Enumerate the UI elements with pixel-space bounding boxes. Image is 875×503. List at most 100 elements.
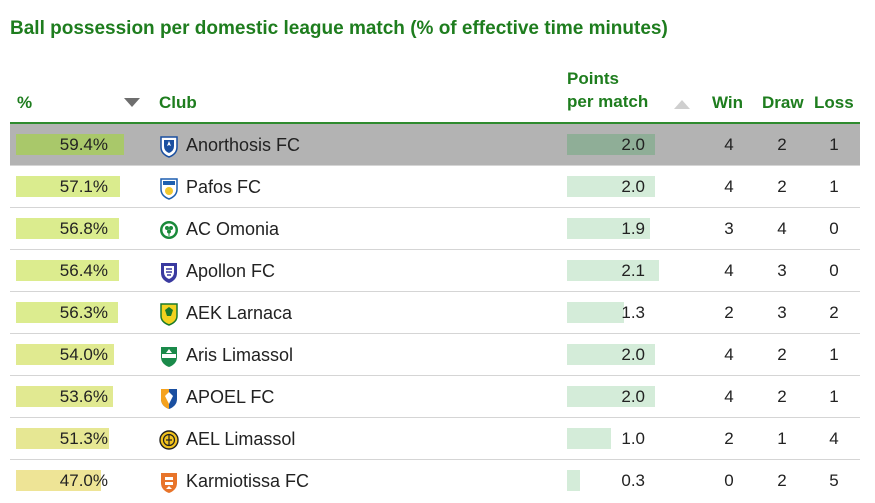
table-row[interactable]: 53.6% APOEL FC 2.0 4 2 1 [10, 376, 860, 418]
possession-value: 47.0% [59, 471, 108, 490]
column-header-club[interactable]: Club [159, 93, 197, 112]
club-name[interactable]: AC Omonia [186, 219, 280, 239]
points-per-match-bar [567, 344, 655, 365]
omonia-logo-icon [159, 218, 179, 242]
loss-count: 1 [829, 135, 839, 154]
points-per-match-bar [567, 302, 624, 323]
win-count: 4 [724, 177, 734, 196]
club-name[interactable]: Pafos FC [186, 177, 262, 197]
loss-count: 5 [829, 471, 839, 490]
points-per-match-bar [567, 134, 655, 155]
points-per-match-value: 2.0 [621, 135, 645, 154]
draw-count: 4 [777, 219, 787, 238]
possession-value: 59.4% [59, 135, 108, 154]
club-name[interactable]: AEK Larnaca [186, 303, 293, 323]
draw-count: 1 [777, 429, 787, 448]
club-name[interactable]: Karmiotissa FC [186, 471, 310, 491]
draw-count: 2 [777, 345, 787, 364]
table-row[interactable]: 56.8% AC Omonia 1.9 3 4 0 [10, 208, 860, 250]
possession-value: 51.3% [59, 429, 108, 448]
karmiotissa-logo-icon [159, 470, 179, 494]
column-header-win[interactable]: Win [712, 93, 744, 112]
table-row[interactable]: 59.4% Anorthosis FC 2.0 4 2 1 [10, 124, 860, 166]
points-per-match-value: 1.9 [621, 219, 645, 238]
anorthosis-logo-icon [159, 134, 179, 158]
loss-count: 1 [829, 387, 839, 406]
possession-value: 56.3% [59, 303, 108, 322]
points-per-match-bar [567, 470, 580, 491]
ael-limassol-logo-icon [159, 428, 179, 452]
column-header-points-per-match[interactable]: Points per match [567, 67, 648, 113]
table-row[interactable]: 54.0% Aris Limassol 2.0 4 2 1 [10, 334, 860, 376]
possession-value: 54.0% [59, 345, 108, 364]
draw-count: 2 [777, 177, 787, 196]
chart-title: Ball possession per domestic league matc… [10, 18, 668, 39]
draw-count: 3 [777, 303, 787, 322]
points-per-match-bar [567, 260, 659, 281]
club-name[interactable]: APOEL FC [186, 387, 275, 407]
apollon-logo-icon [159, 260, 179, 284]
loss-count: 1 [829, 345, 839, 364]
aris-limassol-logo-icon [159, 344, 179, 368]
possession-value: 56.4% [59, 261, 108, 280]
possession-bar [16, 302, 118, 323]
points-per-match-value: 2.0 [621, 177, 645, 196]
sort-descending-icon[interactable] [124, 98, 140, 107]
points-per-match-value: 1.0 [621, 429, 645, 448]
loss-count: 1 [829, 177, 839, 196]
possession-bar [16, 218, 119, 239]
column-header-ppm-line1: Points [567, 69, 619, 88]
win-count: 2 [724, 303, 734, 322]
win-count: 4 [724, 261, 734, 280]
draw-count: 2 [777, 471, 787, 490]
club-name[interactable]: AEL Limassol [186, 429, 296, 449]
column-header-pct[interactable]: % [17, 93, 33, 112]
win-count: 3 [724, 219, 734, 238]
club-name[interactable]: Aris Limassol [186, 345, 294, 365]
points-per-match-value: 0.3 [621, 471, 645, 490]
draw-count: 2 [777, 387, 787, 406]
club-name[interactable]: Apollon FC [186, 261, 276, 281]
possession-bar [16, 428, 109, 449]
loss-count: 4 [829, 429, 839, 448]
sort-ascending-icon[interactable] [674, 100, 690, 109]
possession-bar [16, 470, 101, 491]
aek-larnaca-logo-icon [159, 302, 179, 326]
column-header-loss[interactable]: Loss [814, 93, 854, 112]
win-count: 4 [724, 135, 734, 154]
points-per-match-value: 2.0 [621, 387, 645, 406]
win-count: 2 [724, 429, 734, 448]
club-name[interactable]: Anorthosis FC [186, 135, 301, 155]
possession-bar [16, 386, 113, 407]
points-per-match-bar [567, 428, 611, 449]
draw-count: 3 [777, 261, 787, 280]
points-per-match-bar [567, 218, 650, 239]
table-row[interactable]: 56.4% Apollon FC 2.1 4 3 0 [10, 250, 860, 292]
column-header-draw[interactable]: Draw [762, 93, 804, 112]
possession-bar [16, 176, 120, 197]
apoel-logo-icon [159, 386, 179, 410]
win-count: 4 [724, 345, 734, 364]
table-row[interactable]: 51.3% AEL Limassol 1.0 2 1 4 [10, 418, 860, 460]
possession-value: 56.8% [59, 219, 108, 238]
pafos-logo-icon [159, 176, 179, 200]
header-divider [10, 122, 860, 124]
win-count: 4 [724, 387, 734, 406]
table-row[interactable]: 57.1% Pafos FC 2.0 4 2 1 [10, 166, 860, 208]
possession-bar [16, 134, 124, 155]
draw-count: 2 [777, 135, 787, 154]
column-header-ppm-line2: per match [567, 92, 649, 111]
points-per-match-bar [567, 176, 655, 197]
points-per-match-value: 1.3 [621, 303, 645, 322]
table-row[interactable]: 56.3% AEK Larnaca 1.3 2 3 2 [10, 292, 860, 334]
win-count: 0 [724, 471, 734, 490]
table-row[interactable]: 47.0% Karmiotissa FC 0.3 0 2 5 [10, 460, 860, 502]
loss-count: 0 [829, 219, 839, 238]
possession-value: 53.6% [59, 387, 108, 406]
loss-count: 0 [829, 261, 839, 280]
loss-count: 2 [829, 303, 839, 322]
points-per-match-bar [567, 386, 655, 407]
possession-bar [16, 260, 119, 281]
possession-value: 57.1% [59, 177, 108, 196]
possession-bar [16, 344, 114, 365]
